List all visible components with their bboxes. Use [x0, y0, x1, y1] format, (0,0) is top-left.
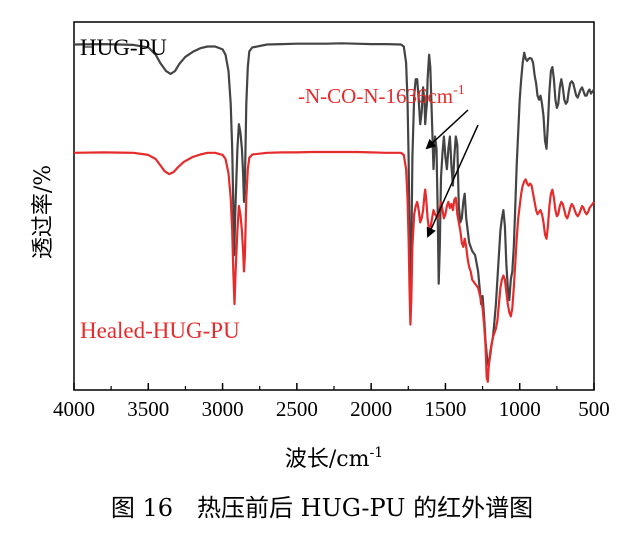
- annotation-urea-peak: -N-CO-N-1636cm-1: [298, 83, 465, 108]
- series-label-healed-hug-pu: Healed-HUG-PU: [80, 318, 240, 343]
- x-tick-label-500: 500: [578, 397, 610, 421]
- series-label-hug-pu: HUG-PU: [80, 35, 167, 60]
- series-line-hug-pu: [73, 42, 595, 367]
- figure-caption: 图 16 热压前后 HUG-PU 的红外谱图: [111, 494, 533, 522]
- y-axis-title: 透过率/%: [31, 165, 56, 259]
- x-tick-label-2500: 2500: [276, 397, 318, 421]
- x-tick-label-1500: 1500: [424, 397, 466, 421]
- annotation-arrow-upper: [425, 109, 469, 150]
- x-axis-title-text: 波长/cm: [285, 447, 370, 472]
- x-tick-label-3500: 3500: [127, 397, 169, 421]
- x-axis-title: 波长/cm-1: [285, 445, 383, 472]
- x-tick-label-2000: 2000: [350, 397, 392, 421]
- x-tick-label-4000: 4000: [53, 397, 95, 421]
- x-axis-title-superscript: -1: [369, 445, 383, 461]
- annotation-superscript: -1: [453, 83, 465, 98]
- annotation-text: -N-CO-N-1636cm: [298, 84, 453, 108]
- x-tick-label-1000: 1000: [499, 397, 541, 421]
- series-line-healed-hug-pu: [73, 150, 595, 383]
- annotation-arrow-lower: [426, 124, 479, 238]
- x-tick-label-3000: 3000: [202, 397, 244, 421]
